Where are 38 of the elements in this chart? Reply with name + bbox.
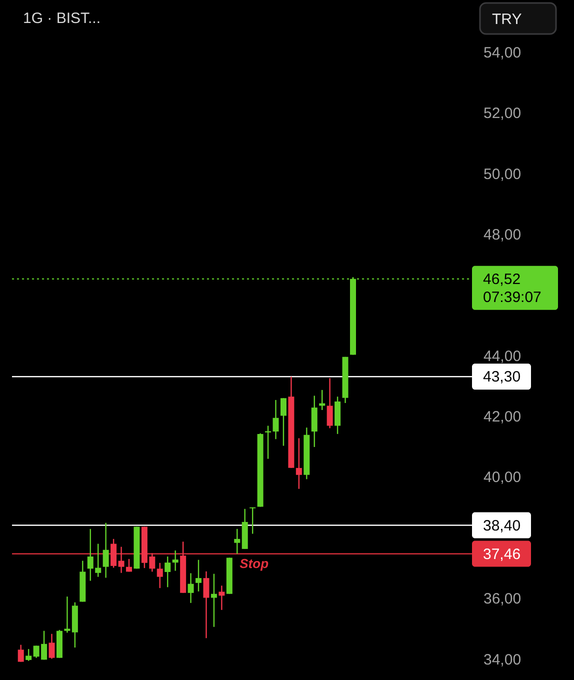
y-tick-label: 44,00 [484, 348, 522, 365]
y-tick-label: 54,00 [484, 44, 522, 62]
candlestick [164, 556, 171, 588]
y-tick-label: 34,00 [484, 651, 522, 668]
candlestick [265, 425, 272, 460]
chart-title: 1G · BIST... [23, 10, 101, 27]
candlestick [188, 572, 194, 604]
candlestick [64, 596, 70, 634]
y-tick-label: 36,00 [484, 590, 522, 608]
candlestick [311, 395, 318, 448]
candlestick [126, 558, 132, 572]
y-tick-label: 50,00 [484, 166, 522, 183]
y-tick-label: 52,00 [484, 105, 522, 122]
annotation: Stop [240, 556, 269, 571]
candlestick [172, 550, 178, 572]
candlestick [203, 570, 210, 639]
ref-line-label: 37,46 [483, 546, 521, 563]
candlestick [250, 506, 256, 534]
y-tick-label: 42,00 [484, 408, 522, 426]
candlestick [234, 528, 240, 554]
candlestick [48, 633, 55, 660]
candlestick [26, 648, 32, 662]
y-axis-title: TRY [492, 11, 522, 28]
y-tick-label: 40,00 [484, 469, 522, 486]
candlestick [210, 573, 217, 628]
candlestick [326, 378, 333, 429]
ref-line-label: 46,52 07:39:07 [483, 270, 542, 306]
candlestick [296, 438, 302, 490]
ref-line-label: 38,40 [483, 517, 521, 534]
ref-line-label: 43,30 [483, 368, 521, 386]
candlestick [280, 398, 286, 446]
candlestick [156, 562, 163, 589]
candlestick [18, 644, 24, 662]
candlestick [272, 399, 279, 440]
y-tick-label: 48,00 [484, 226, 522, 244]
candlestick [102, 522, 109, 578]
candlestick [196, 559, 202, 592]
candlestick [218, 585, 225, 611]
